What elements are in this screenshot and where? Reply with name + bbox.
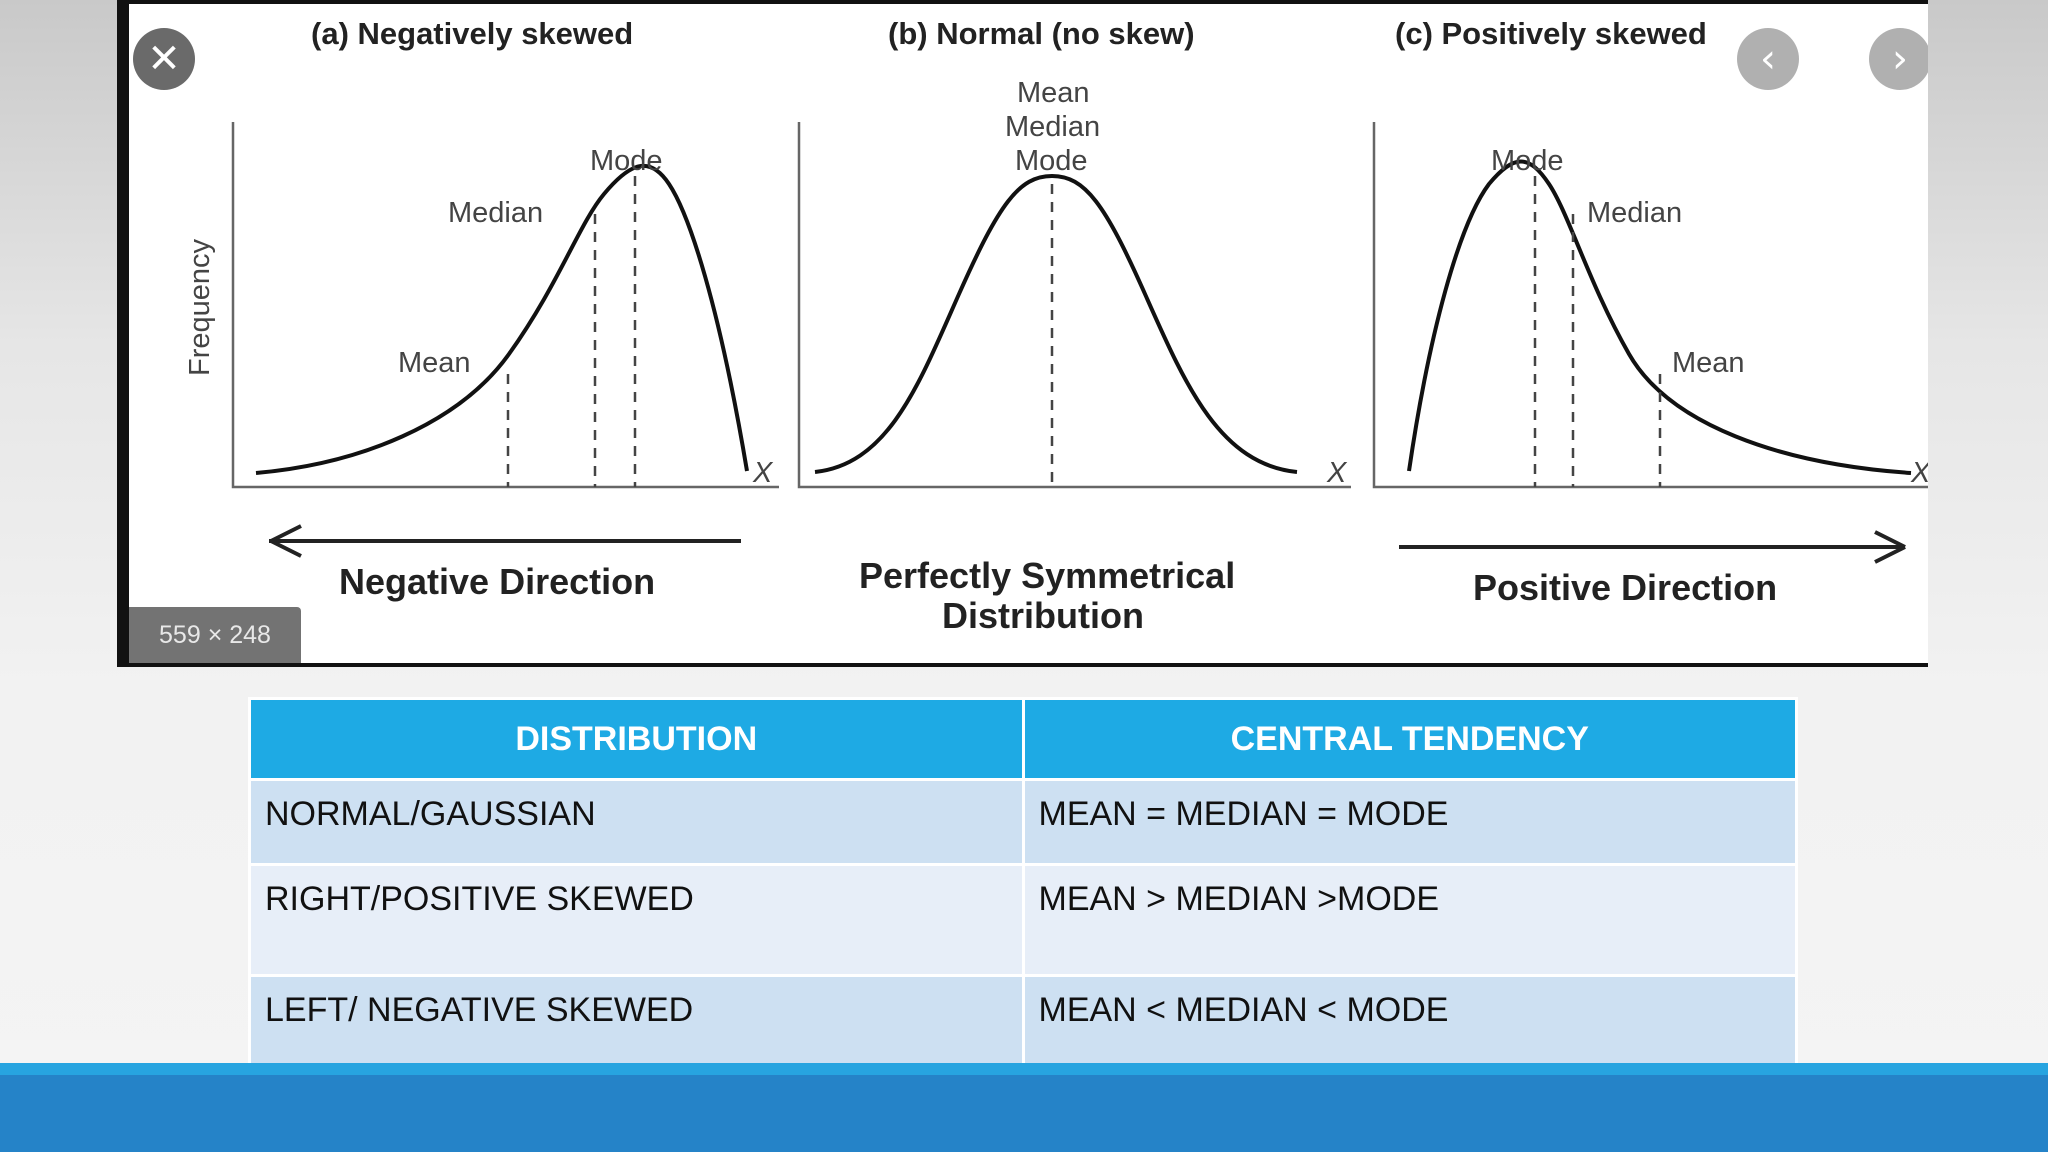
panel-a-axes [231,122,779,489]
cell-distribution: RIGHT/POSITIVE SKEWED [248,863,1025,977]
image-viewer: (a) Negatively skewed (b) Normal (no ske… [117,0,1928,667]
panel-b-curve [814,173,1298,474]
negative-arrow-head [270,524,302,558]
panel-b-x-label: X [1326,457,1348,489]
negative-direction-label: Negative Direction [339,561,655,602]
footer-bar [0,1063,2048,1152]
header-distribution: DISTRIBUTION [248,697,1025,781]
y-axis-label: Frequency [184,238,216,376]
panel-b-mode-label: Mode [1015,145,1088,177]
central-tendency-table: DISTRIBUTION CENTRAL TENDENCY NORMAL/GAU… [248,697,1798,1088]
header-central-tendency: CENTRAL TENDENCY [1021,697,1798,781]
cell-central-tendency: MEAN > MEDIAN >MODE [1021,863,1798,977]
skewness-figure: (a) Negatively skewed (b) Normal (no ske… [129,4,1928,663]
table-header-row: DISTRIBUTION CENTRAL TENDENCY [248,697,1798,781]
table-row: RIGHT/POSITIVE SKEWED MEAN > MEDIAN >MOD… [248,863,1798,977]
cell-distribution: NORMAL/GAUSSIAN [248,778,1025,866]
previous-image-button[interactable]: ‹ [1737,28,1799,90]
next-image-button[interactable]: › [1869,28,1928,90]
symmetric-label-line2: Distribution [942,595,1144,636]
panel-a-title: (a) Negatively skewed [311,16,633,51]
panel-c-mean-label: Mean [1672,347,1745,379]
panel-c-x-label: X [1910,457,1928,489]
panel-a-curve [255,163,749,475]
positive-arrow-head [1874,530,1906,564]
panel-c-axes [1372,122,1928,489]
panel-a-mean-label: Mean [398,347,471,379]
panel-c-median-label: Median [1587,197,1682,229]
cell-central-tendency: MEAN = MEDIAN = MODE [1021,778,1798,866]
chevron-left-icon: ‹ [1760,36,1776,82]
close-icon: ✕ [147,36,181,82]
close-button[interactable]: ✕ [133,28,195,90]
table-row: NORMAL/GAUSSIAN MEAN = MEDIAN = MODE [248,778,1798,866]
panel-b-mean-label: Mean [1017,77,1090,109]
footer-accent-line [0,1063,2048,1075]
panel-b-axes [797,122,1351,489]
skewness-diagram: (a) Negatively skewed (b) Normal (no ske… [184,16,1928,636]
panel-a-x-label: X [752,457,774,489]
panel-c-mode-label: Mode [1491,145,1564,177]
panel-a-mode-label: Mode [590,145,663,177]
symmetric-label-line1: Perfectly Symmetrical [859,555,1235,596]
image-size-badge: 559 × 248 [129,607,301,663]
panel-c-curve [1407,159,1912,475]
panel-a-median-label: Median [448,197,543,229]
panel-b-median-label: Median [1005,111,1100,143]
panel-b-title: (b) Normal (no skew) [888,16,1195,51]
positive-direction-label: Positive Direction [1473,567,1777,608]
chevron-right-icon: › [1892,36,1908,82]
panel-c-title: (c) Positively skewed [1395,16,1707,51]
